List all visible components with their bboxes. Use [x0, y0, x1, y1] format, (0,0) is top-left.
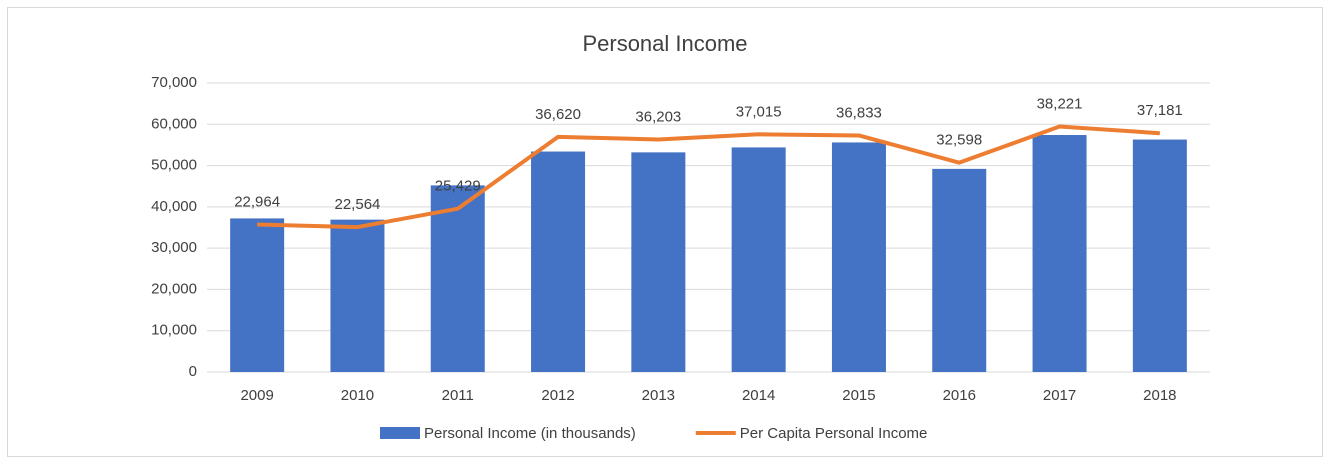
bar [430, 185, 485, 372]
x-tick-label: 2011 [442, 387, 474, 404]
y-tick-label: 10,000 [151, 322, 197, 339]
x-tick-label: 2016 [943, 387, 976, 404]
legend-label: Per Capita Personal Income [740, 425, 928, 442]
x-tick-label: 2009 [240, 387, 273, 404]
x-tick-label: 2017 [1043, 387, 1076, 404]
bar [1032, 135, 1087, 372]
data-label: 37,181 [1137, 102, 1183, 119]
x-tick-label: 2010 [341, 387, 374, 404]
data-label: 22,964 [234, 193, 280, 210]
bar [230, 218, 285, 372]
x-tick-label: 2015 [842, 387, 875, 404]
bar [831, 142, 886, 372]
data-label: 37,015 [736, 103, 782, 120]
bar [1132, 139, 1187, 372]
data-label: 22,564 [335, 196, 381, 213]
y-tick-label: 20,000 [151, 280, 197, 297]
y-tick-label: 70,000 [151, 74, 197, 91]
y-tick-label: 40,000 [151, 198, 197, 215]
x-tick-label: 2018 [1143, 387, 1176, 404]
y-tick-label: 0 [189, 363, 197, 380]
line [257, 124, 1160, 230]
x-tick-label: 2014 [742, 387, 775, 404]
bar [731, 147, 786, 372]
data-label: 36,620 [535, 106, 581, 123]
data-label: 36,203 [635, 108, 681, 125]
data-label: 25,429 [435, 178, 481, 195]
data-label: 32,598 [936, 132, 982, 149]
legend-swatch [380, 427, 420, 439]
y-tick-label: 60,000 [151, 115, 197, 132]
y-tick-label: 30,000 [151, 239, 197, 256]
bar [932, 168, 987, 372]
bar [631, 152, 686, 372]
chart-title: Personal Income [582, 31, 747, 56]
y-tick-label: 50,000 [151, 157, 197, 174]
x-tick-label: 2013 [642, 387, 675, 404]
legend-label: Personal Income (in thousands) [424, 425, 636, 442]
bar [330, 219, 385, 372]
bar [531, 151, 586, 372]
data-label: 36,833 [836, 104, 882, 121]
data-label: 38,221 [1037, 96, 1083, 113]
x-tick-label: 2012 [541, 387, 574, 404]
